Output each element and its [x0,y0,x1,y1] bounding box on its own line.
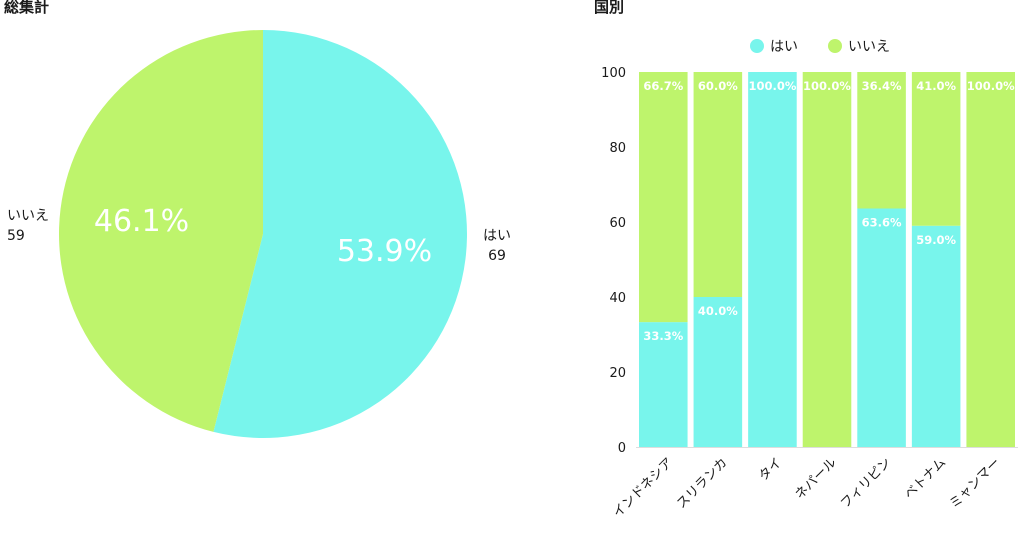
bar-segment-1 [857,72,906,209]
bar-data-label: 63.6% [862,216,902,230]
pie-percent-label: 46.1% [94,204,189,239]
bar-segment-0 [911,225,961,447]
bar-data-label: 60.0% [698,79,738,93]
bar-segment-0 [639,322,688,447]
bar-segment-1 [639,72,688,323]
bar-data-label: 100.0% [803,79,851,93]
y-tick-label: 100 [601,66,626,81]
legend-label: いいえ [848,39,890,55]
y-tick-label: 40 [609,291,626,306]
bar-chart-title: 国別 [594,0,625,16]
x-tick-label: スリランカ [674,455,731,512]
x-tick-label: インドネシア [610,455,676,521]
bar-segment-1 [802,72,852,447]
x-tick-label: タイ [756,455,785,484]
bar-segment-0 [693,297,743,447]
legend-marker [828,39,842,53]
bar-segment-0 [857,208,906,447]
pie-category-label: はい [483,228,511,244]
legend-label: はい [770,39,798,55]
legend-marker [750,39,764,53]
bar-data-label: 41.0% [916,79,956,93]
bar-segment-1 [966,72,1015,447]
x-tick-label: ミャンマー [947,455,1004,512]
pie-chart-title: 総集計 [4,0,50,16]
bar-data-label: 36.4% [862,79,902,93]
bar-data-label: 66.7% [643,79,683,93]
bar-data-label: 59.0% [916,233,956,247]
pie-value-label: 59 [7,228,25,244]
bar-data-label: 100.0% [748,79,796,93]
pie-slice-0 [213,30,467,438]
pie-slice-1 [58,30,263,432]
y-tick-label: 0 [618,441,626,456]
bar-data-label: 33.3% [643,329,683,343]
pie-percent-label: 53.9% [337,234,432,269]
bar-data-label: 100.0% [967,79,1015,93]
y-tick-label: 80 [609,141,626,156]
bar-segment-1 [911,72,961,226]
x-tick-label: フィリピン [838,455,894,511]
bar-segment-1 [693,72,743,297]
x-tick-label: ベトナム [902,455,949,502]
pie-category-label: いいえ [7,208,49,224]
y-tick-label: 20 [609,366,626,381]
pie-value-label: 69 [488,248,506,264]
y-tick-label: 60 [609,216,626,231]
x-tick-label: ネパール [792,455,839,502]
bar-segment-0 [748,72,797,447]
bar-data-label: 40.0% [698,304,738,318]
